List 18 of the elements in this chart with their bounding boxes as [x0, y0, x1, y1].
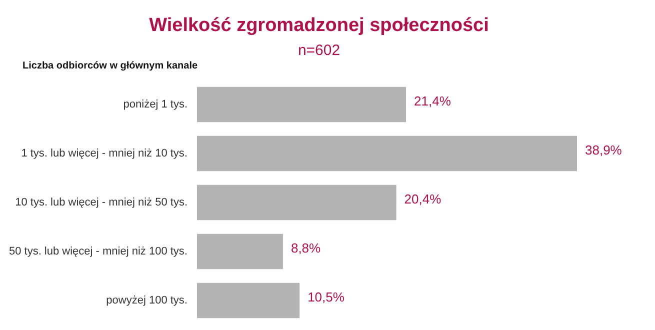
bar: [197, 282, 300, 318]
data-label: 20,4%: [404, 192, 442, 206]
data-label: 21,4%: [414, 94, 452, 108]
y-tick-label: 10 tys. lub więcej - mniej niż 50 tys.: [15, 196, 188, 208]
chart-subtitle: n=602: [298, 42, 340, 59]
y-tick-label: 1 tys. lub więcej - mniej niż 10 tys.: [21, 148, 188, 160]
bar: [197, 86, 406, 122]
y-tick-label: powyżej 100 tys.: [106, 294, 188, 306]
y-axis-title: Liczba odbiorców w głównym kanale: [22, 60, 198, 72]
y-tick-label: 50 tys. lub więcej - mniej niż 100 tys.: [8, 246, 188, 258]
bar: [197, 184, 396, 220]
bar: [197, 234, 283, 270]
data-label: 10,5%: [308, 290, 345, 304]
y-tick-label: poniżej 1 tys.: [123, 98, 188, 110]
chart-title: Wielkość zgromadzonej społeczności: [149, 15, 489, 36]
data-label: 8,8%: [290, 240, 322, 256]
bar: [197, 136, 577, 172]
data-label: 38,9%: [585, 142, 622, 158]
